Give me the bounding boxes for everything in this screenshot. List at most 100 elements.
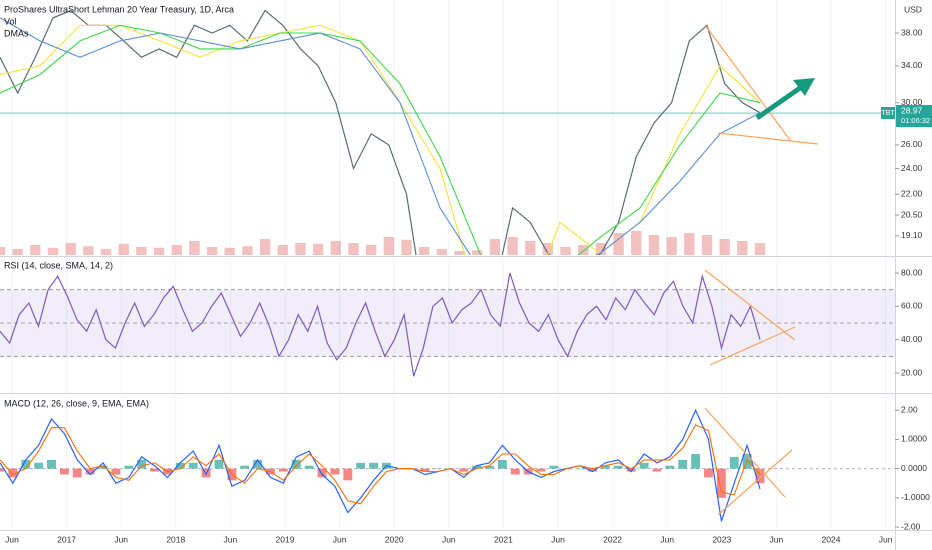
arrow: [755, 78, 815, 121]
time-label: Jun: [114, 534, 128, 544]
y-tick-label: 26.00: [901, 139, 923, 149]
volume-bar: [525, 241, 536, 255]
histogram-bar: [8, 468, 18, 478]
volume-bar: [401, 239, 412, 255]
currency: USD: [904, 4, 922, 14]
histogram-bar: [704, 468, 713, 478]
series-line: [0, 272, 761, 377]
y-tick-label: 22.00: [901, 188, 923, 198]
histogram-bar: [588, 468, 597, 472]
time-label: Jun: [5, 534, 19, 544]
arrow-head: [793, 78, 815, 96]
trendline: [709, 326, 796, 366]
macd-label: MACD (12, 26, close, 9, EMA, EMA): [4, 398, 149, 408]
volume-bar: [507, 237, 518, 255]
histogram-bar: [356, 462, 366, 469]
y-tick-label: 24.00: [901, 163, 923, 173]
histogram-bar: [343, 468, 353, 481]
panel: [0, 408, 895, 522]
time-label: 2020: [385, 534, 404, 544]
histogram-bar: [98, 465, 108, 469]
histogram-bar: [150, 468, 160, 472]
y-tick-label: 60.00: [901, 301, 923, 311]
y-tick-label: 30.00: [901, 97, 923, 107]
volume-bar: [578, 245, 589, 255]
histogram-bar: [626, 468, 636, 472]
arrow-shaft: [755, 85, 802, 121]
histogram-bar: [72, 468, 82, 478]
histogram-bar: [0, 468, 5, 472]
histogram-bar: [549, 465, 559, 469]
volume-bar: [560, 247, 571, 255]
volume-bar: [684, 233, 695, 255]
histogram-bar: [510, 468, 520, 475]
volume-bar: [595, 243, 607, 255]
time-label: 2022: [603, 534, 622, 544]
histogram-bar: [188, 462, 198, 469]
histogram-bar: [420, 468, 430, 472]
volume-bar: [754, 243, 766, 255]
volume-bar: [472, 250, 483, 255]
histogram-bar: [47, 459, 56, 469]
trendline: [704, 269, 796, 341]
volume-bar: [242, 246, 253, 255]
y-tick-label: 38.00: [901, 27, 923, 37]
histogram-bar: [652, 468, 662, 472]
volume-bar: [83, 246, 94, 255]
volume-bar: [419, 247, 430, 255]
histogram-bar: [665, 465, 675, 469]
volume-bar: [136, 247, 147, 255]
trendline: [704, 407, 786, 498]
histogram-bar: [278, 468, 288, 472]
histogram-bar: [330, 468, 340, 475]
histogram-bar: [536, 468, 546, 472]
vertical-grid: [11, 0, 887, 530]
histogram-bar: [433, 468, 443, 470]
histogram-bar: [124, 465, 134, 469]
volume-bar: [701, 235, 713, 255]
histogram-bar: [575, 468, 585, 470]
time-label: 2017: [57, 534, 76, 544]
histogram-bar: [716, 468, 726, 498]
histogram-bar: [59, 468, 69, 475]
volume-bar: [189, 241, 200, 255]
volume-bar: [118, 243, 129, 255]
time-label: Jun: [879, 534, 893, 544]
y-tick-label: 20.50: [901, 209, 923, 219]
histogram-bar: [691, 454, 701, 469]
time-label: 2019: [276, 534, 295, 544]
volume-bar: [631, 231, 642, 255]
series-line: [0, 408, 761, 522]
histogram-bar: [639, 462, 649, 469]
volume-bar: [383, 237, 395, 255]
time-label: Jun: [224, 534, 238, 544]
volume-bar: [312, 243, 324, 255]
timer: 01:06:32: [901, 116, 930, 125]
histogram-bar: [175, 462, 185, 469]
trendline: [717, 449, 793, 516]
histogram-bar: [755, 468, 765, 484]
y-tick-label: -2.00: [901, 521, 921, 531]
volume-bar: [365, 245, 377, 255]
dma-label: DMAs: [4, 28, 29, 38]
volume-bar: [737, 241, 748, 255]
time-label: Jun: [660, 534, 674, 544]
histogram-bar: [317, 468, 327, 478]
time-label: 2024: [822, 534, 841, 544]
histogram-bar: [85, 468, 95, 475]
volume-bar: [295, 243, 306, 255]
time-label: Jun: [442, 534, 456, 544]
volume-bar: [666, 237, 677, 255]
histogram-bar: [111, 468, 121, 475]
y-tick-label: 34.00: [901, 60, 923, 70]
panel: [0, 272, 895, 377]
histogram-bar: [369, 462, 378, 469]
histogram-bar: [214, 459, 224, 469]
volume-bar: [12, 249, 23, 255]
volume-bar: [330, 241, 341, 255]
chart-title: ProShares UltraShort Lehman 20 Year Trea…: [4, 4, 234, 14]
trendline: [717, 132, 819, 145]
histogram-bar: [304, 465, 314, 469]
histogram-bar: [137, 459, 147, 469]
